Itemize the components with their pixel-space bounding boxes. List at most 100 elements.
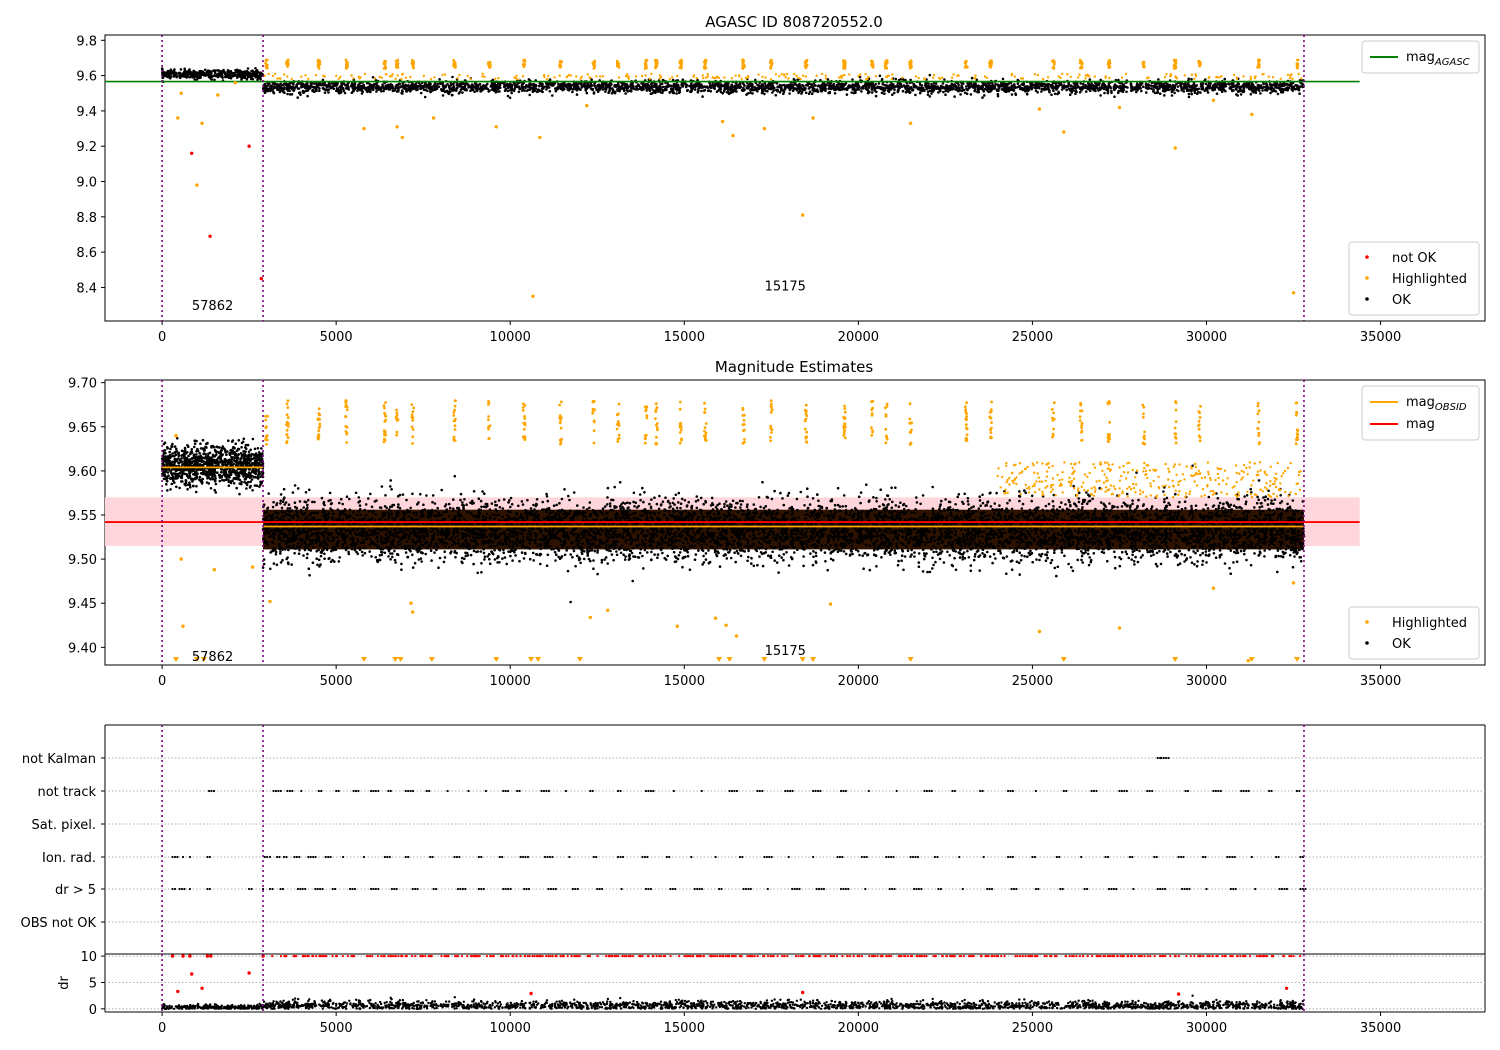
top-highlighted-point [291, 78, 293, 80]
top-highlighted-point [286, 75, 288, 77]
top-ok-point [240, 72, 243, 75]
top-ok-point [1011, 93, 1014, 96]
top-ok-point [267, 88, 270, 91]
top-highlighted-point [546, 78, 548, 80]
top-ok-point [845, 87, 848, 90]
top-highlighted-point [1280, 78, 1282, 80]
top-ok-point [347, 86, 350, 89]
top-highlighted-point [763, 127, 766, 130]
top-ok-point [214, 70, 217, 73]
top-ok-point [907, 85, 910, 88]
top-highlighted-point [616, 60, 619, 63]
top-ok-point [282, 84, 285, 87]
top-ok-point [380, 87, 383, 90]
middle-ok-point [235, 487, 238, 490]
top-highlighted-point [707, 73, 709, 75]
top-ok-point [1136, 89, 1139, 92]
top-highlighted-point [901, 77, 903, 79]
top-ok-point [595, 89, 598, 92]
top-highlighted-point [984, 75, 986, 77]
top-highlighted-point [1037, 74, 1039, 76]
top-xtick-label: 25000 [1012, 330, 1053, 345]
top-ok-point [424, 96, 427, 99]
top-highlighted-point [1061, 73, 1063, 75]
top-ok-point [719, 87, 722, 90]
top-ok-point [352, 90, 355, 93]
top-ok-point [179, 77, 182, 80]
top-ok-point [971, 77, 974, 80]
top-ok-point [299, 94, 302, 97]
top-ok-point [616, 88, 619, 91]
top-ok-point [280, 84, 283, 87]
top-ok-point [983, 94, 986, 97]
top-highlighted-point [769, 61, 772, 64]
top-ok-point [169, 72, 172, 75]
top-ok-point [771, 87, 774, 90]
top-ok-point [291, 93, 294, 96]
top-ok-point [256, 79, 259, 82]
top-ok-point [401, 89, 404, 92]
top-ok-point [651, 92, 654, 95]
top-ok-point [926, 86, 929, 89]
top-highlighted-point [1077, 76, 1079, 78]
top-ok-point [657, 90, 660, 93]
top-highlighted-point [731, 134, 734, 137]
top-highlighted-point [400, 78, 402, 80]
top-highlighted-point [1212, 99, 1215, 102]
top-ok-point [761, 83, 764, 86]
top-highlighted-point [346, 63, 349, 66]
top-ok-point [1011, 87, 1014, 90]
top-highlighted-point [481, 75, 483, 77]
top-highlighted-point [678, 66, 681, 69]
top-ok-point [1220, 89, 1223, 92]
top-ok-point [1022, 84, 1025, 87]
top-highlighted-point [318, 60, 321, 63]
middle-ok-point [223, 473, 226, 476]
top-highlighted-point [917, 77, 919, 79]
top-ok-point [1105, 85, 1108, 88]
top-highlighted-point [1174, 75, 1176, 77]
top-highlighted-point [467, 75, 469, 77]
top-ok-point [832, 84, 835, 87]
top-ok-point [714, 84, 717, 87]
top-ok-point [944, 93, 947, 96]
top-ok-point [339, 86, 342, 89]
top-highlighted-point [649, 78, 651, 80]
top-ok-point [430, 90, 433, 93]
top-ok-point [820, 88, 823, 91]
top-ok-point [1215, 84, 1218, 87]
top-ok-point [451, 94, 454, 97]
top-ok-point [1184, 85, 1187, 88]
top-ok-point [873, 84, 876, 87]
top-ok-point [1279, 86, 1282, 89]
top-ok-point [893, 88, 896, 91]
top-highlighted-point [575, 75, 577, 77]
top-ok-point [690, 83, 693, 86]
top-highlighted-point [515, 75, 517, 77]
top-highlighted-point [374, 77, 376, 79]
top-ok-point [208, 72, 211, 75]
top-highlighted-point [821, 73, 823, 75]
top-highlighted-point [973, 77, 975, 79]
top-ok-point [388, 84, 391, 87]
top-ok-point [395, 87, 398, 90]
top-ok-point [742, 89, 745, 92]
top-highlighted-point [857, 75, 859, 77]
middle-ok-point [221, 463, 224, 466]
top-highlighted-point [738, 74, 740, 76]
top-highlighted-point [964, 61, 967, 64]
top-ok-point [1057, 91, 1060, 94]
top-ok-point [646, 89, 649, 92]
top-highlighted-point [1084, 77, 1086, 79]
top-ok-point [757, 87, 760, 90]
top-highlighted-point [495, 125, 498, 128]
top-highlighted-point [844, 64, 847, 67]
top-highlighted-point [1165, 73, 1167, 75]
middle-ok-point [251, 489, 254, 492]
top-ok-point [1003, 86, 1006, 89]
top-ok-point [543, 86, 546, 89]
top-ok-point [528, 78, 531, 81]
top-highlighted-point [1300, 77, 1302, 79]
top-highlighted-point [1038, 107, 1041, 110]
top-highlighted-point [409, 76, 411, 78]
